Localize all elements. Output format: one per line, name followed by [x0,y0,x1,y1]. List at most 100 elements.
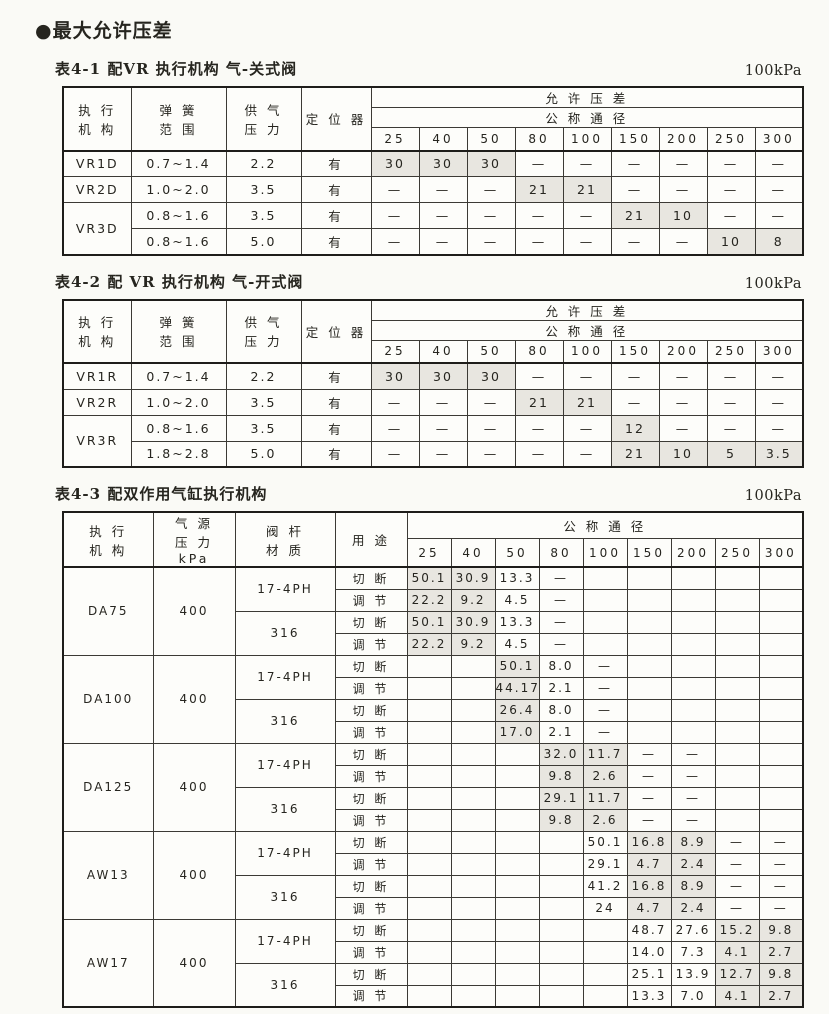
table-row: VR1R 0.7~1.4 2.2 有 30 30 30— — — — — — [62,362,804,390]
value-cell [406,764,452,788]
table-row: VR3R 0.8~1.6 3.5 有 — — — — —12— — — [62,414,804,468]
value-cell [450,874,496,898]
value-cell: 2.6 [582,764,628,788]
value-cell: — [562,150,612,177]
value-cell: 2.7 [758,984,804,1008]
use-cell: 切 断 [334,874,408,898]
value-cell [626,654,672,678]
column-header-size: 250 [706,127,756,151]
value-cell [406,852,452,876]
value-cell: 4.5 [494,588,540,612]
value-cell: — [418,388,468,416]
column-header-size: 50 [466,339,516,364]
value-cell [450,984,496,1008]
use-cell: 调 节 [334,940,408,964]
value-cell: — [626,764,672,788]
value-cell: 14.0 [626,940,672,964]
value-cell [758,698,804,722]
column-header-size: 25 [370,127,420,151]
table-row: DA125 400 17-4PH 切 断 32.0 11.7— — [62,742,804,832]
table-row: 调 节 9.8 2.6— — [63,808,804,832]
table-row: 调 节 14.0 7.3 4.1 2.7 [63,940,804,964]
value-cell [758,786,804,810]
value-cell [714,720,760,744]
table-4-3-unit-label: 100kPa [744,488,802,504]
value-cell: 7.0 [670,984,716,1008]
value-cell [538,984,584,1008]
value-cell: 11.7 [582,786,628,810]
value-cell [406,940,452,964]
value-cell: 9.8 [758,962,804,986]
spring-range-cell: 1.8~2.8 [130,440,227,468]
value-cell [626,588,672,612]
value-cell: — [670,742,716,766]
value-cell: 13.3 [494,566,540,590]
actuator-cell: VR2R [62,388,132,416]
value-cell: — [466,440,516,468]
value-cell [406,874,452,898]
value-cell [670,720,716,744]
value-cell [406,830,452,854]
value-cell: 21 [562,388,612,416]
value-cell: 8.9 [670,874,716,898]
column-header-size: 50 [466,127,516,151]
value-cell: — [670,808,716,832]
actuator-cell: VR1R [62,362,132,390]
table-4-1-unit-label: 100kPa [744,63,802,79]
actuator-cell: AW13 [62,830,154,920]
value-cell: — [562,414,612,442]
column-header-size: 250 [706,339,756,364]
value-cell: — [658,388,708,416]
value-cell [670,610,716,634]
value-cell: 13.3 [626,984,672,1008]
value-cell [538,962,584,986]
value-cell: — [714,852,760,876]
table-row: 调 节 17.0 2.1— [63,720,804,744]
column-header-actuator: 执 行 机 构 [62,299,132,364]
value-cell [406,984,452,1008]
value-cell: — [538,566,584,590]
table-4-2-body: VR1R 0.7~1.4 2.2 有 30 30 30— — — — — — VR2R 1.0~2.0 3.… [62,362,804,468]
column-header-spring-range: 弹 簧 范 围 [130,299,227,364]
use-cell: 调 节 [334,764,408,788]
value-cell [582,610,628,634]
value-cell: 48.7 [626,918,672,942]
value-cell [670,588,716,612]
stem-material-cell: 17-4PH [234,566,336,612]
column-header-size: 200 [670,538,716,568]
value-cell [538,874,584,898]
value-cell [758,566,804,590]
value-cell [714,698,760,722]
value-cell: 9.2 [450,588,496,612]
value-cell [494,874,540,898]
table-4-2-caption: 表4-2 配 VR 执行机构 气-开式阀 [55,272,304,291]
actuator-cell: VR3R [62,414,132,468]
value-cell [582,940,628,964]
value-cell: 21 [514,176,564,203]
value-cell: 22.2 [406,632,452,656]
value-cell [494,984,540,1008]
value-cell [758,610,804,634]
value-cell: — [758,896,804,920]
supply-pressure-cell: 2.2 [225,150,302,177]
table-4-3-caption: 表4-3 配双作用气缸执行机构 [55,485,268,503]
value-cell [670,676,716,700]
value-cell [494,830,540,854]
table-row: DA75 400 17-4PH 切 断 50.1 30.9 13.3— [62,566,804,656]
value-cell [714,786,760,810]
value-cell [406,698,452,722]
column-header-supply-pressure: 供 气 压 力 [225,299,302,364]
value-cell [450,698,496,722]
value-cell: 2.1 [538,720,584,744]
value-cell: 21 [514,388,564,416]
table-row: 0.8~1.6 5.0 有 — — — — — — —10 8 [63,228,804,255]
column-header-size: 150 [610,127,660,151]
value-cell: — [466,414,516,442]
value-cell: 9.2 [450,632,496,656]
value-cell [494,764,540,788]
value-cell: 50.1 [406,566,452,590]
value-cell [670,566,716,590]
column-header-size: 25 [370,339,420,364]
value-cell: 44.17 [494,676,540,700]
column-header-allowable-dp: 允 许 压 差 [370,86,804,108]
